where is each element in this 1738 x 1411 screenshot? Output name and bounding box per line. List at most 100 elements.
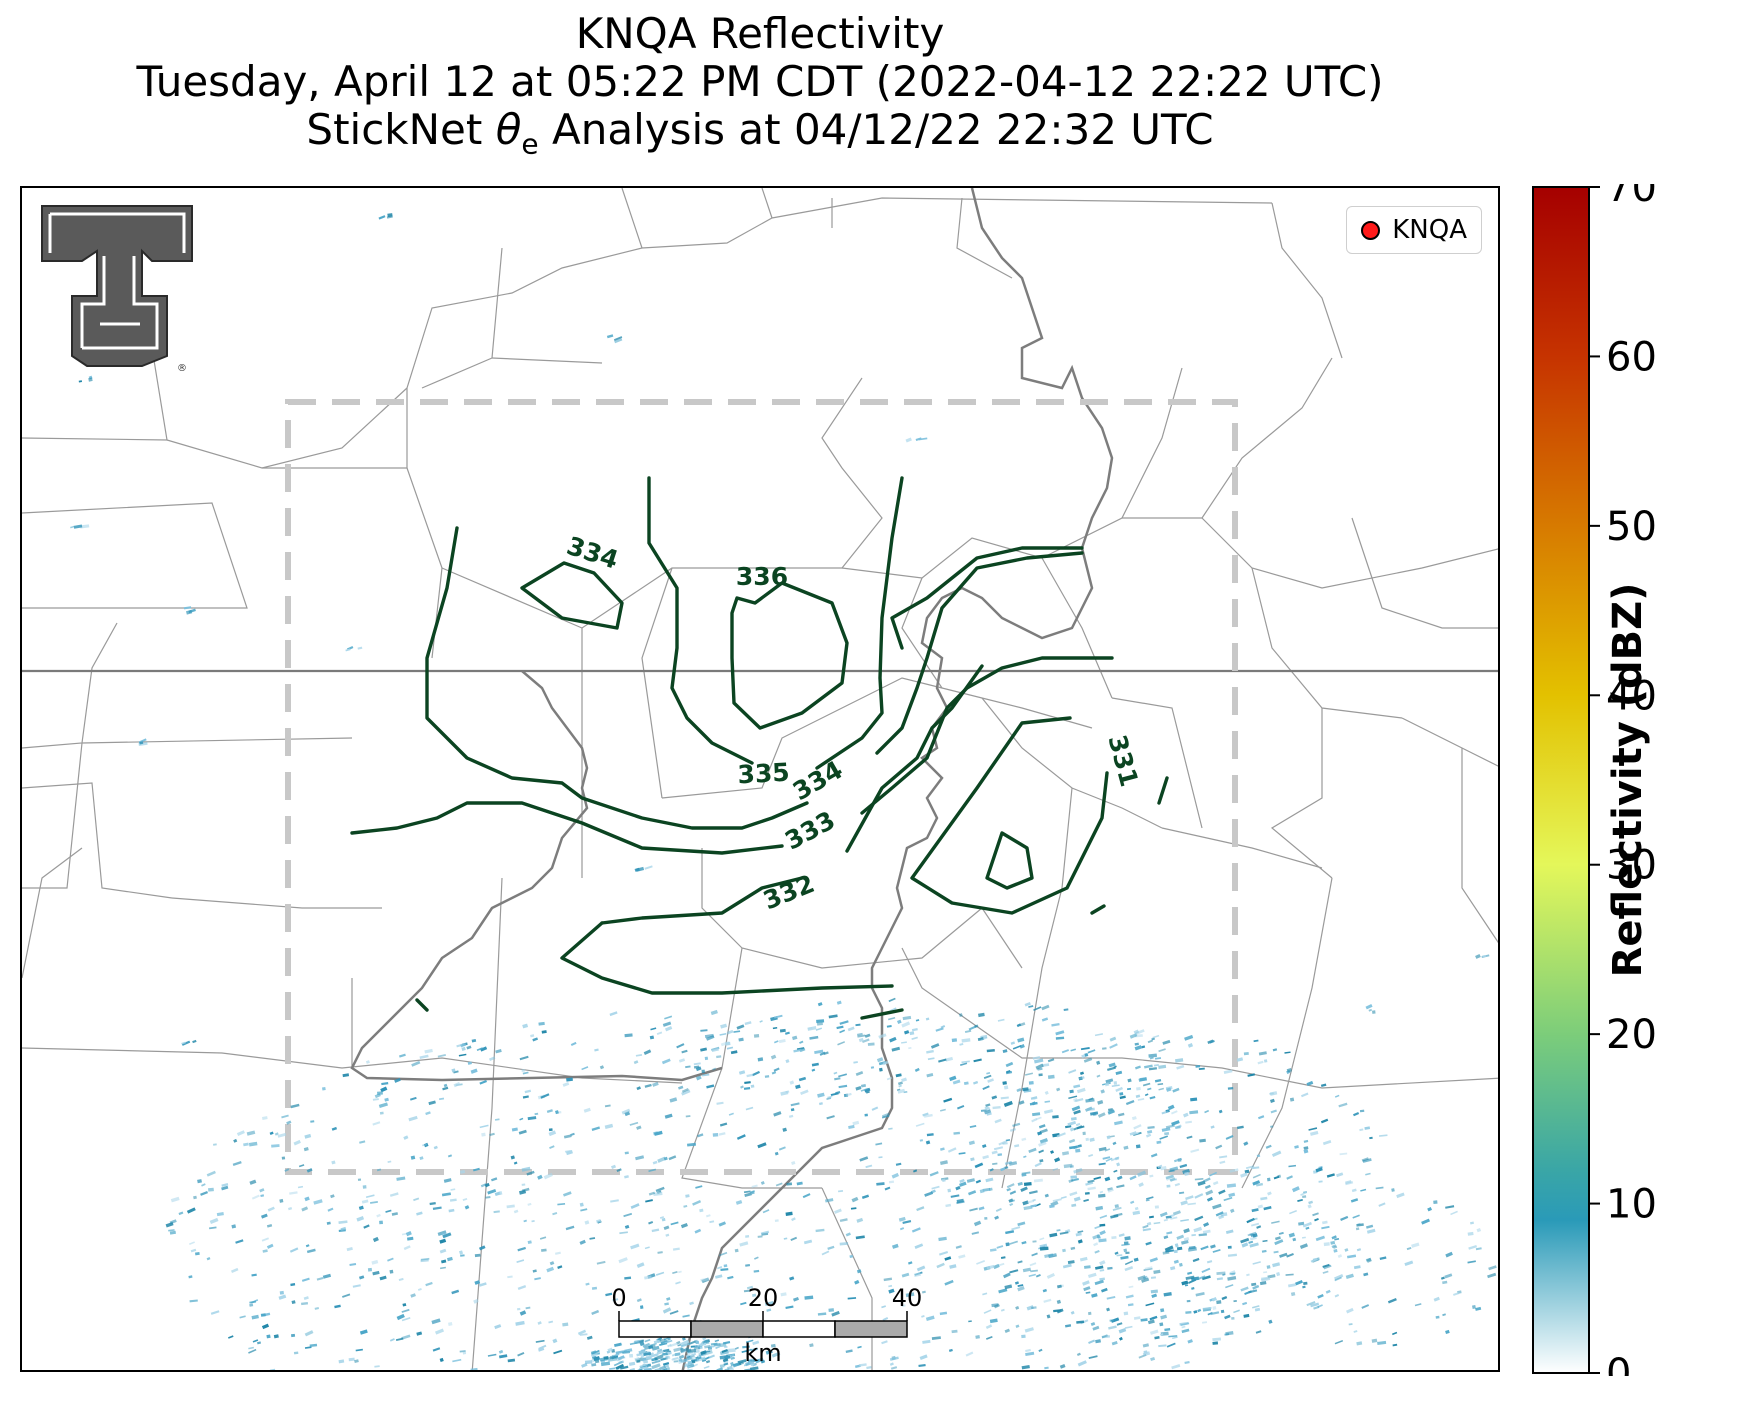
radar-echo-pixel bbox=[1187, 1202, 1196, 1206]
radar-echo-pixel bbox=[796, 1181, 803, 1186]
radar-echo-pixel bbox=[432, 1347, 441, 1352]
radar-echo-pixel bbox=[1025, 1351, 1035, 1356]
radar-echo-pixel bbox=[1243, 1051, 1249, 1056]
radar-echo-pixel bbox=[1243, 1141, 1249, 1146]
radar-echo-pixel bbox=[751, 1070, 760, 1077]
radar-echo-pixel bbox=[802, 1193, 811, 1199]
radar-echo-pixel bbox=[1303, 1146, 1309, 1150]
radar-echo-pixel bbox=[425, 1281, 433, 1287]
radar-echo-pixel bbox=[686, 1142, 697, 1147]
radar-echo-pixel bbox=[384, 1097, 389, 1102]
radar-echo-pixel bbox=[1258, 1051, 1267, 1056]
radar-echo-pixel bbox=[982, 1292, 988, 1296]
radar-echo-pixel bbox=[1005, 1230, 1015, 1235]
radar-echo-pixel bbox=[955, 1185, 961, 1191]
radar-echo-pixel bbox=[1322, 1263, 1330, 1268]
radar-echo-pixel bbox=[1114, 1204, 1119, 1209]
radar-echo-pixel bbox=[947, 1147, 957, 1153]
radar-echo-pixel bbox=[474, 1280, 481, 1285]
radar-echo-pixel bbox=[1153, 1269, 1161, 1274]
radar-echo-pixel bbox=[800, 1089, 809, 1096]
radar-echo-pixel bbox=[1021, 1240, 1027, 1245]
radar-echo-pixel bbox=[651, 1363, 661, 1370]
radar-echo-pixel bbox=[991, 1150, 998, 1155]
radar-echo-pixel bbox=[401, 1317, 411, 1322]
radar-echo-pixel bbox=[680, 1339, 690, 1347]
radar-echo-pixel bbox=[1147, 1319, 1155, 1325]
radar-echo-pixel bbox=[615, 1363, 625, 1370]
radar-echo-pixel bbox=[1069, 1191, 1078, 1197]
radar-echo-pixel bbox=[760, 1180, 765, 1185]
radar-echo-pixel bbox=[901, 1272, 910, 1278]
radar-echo-pixel bbox=[909, 1031, 915, 1036]
radar-echo-pixel bbox=[1181, 1325, 1186, 1329]
radar-echo-pixel bbox=[1306, 1301, 1316, 1307]
radar-echo-pixel bbox=[746, 1285, 754, 1290]
radar-echo-pixel bbox=[1150, 1289, 1158, 1294]
radar-echo-pixel bbox=[1033, 1006, 1042, 1011]
radar-echo-pixel bbox=[708, 1354, 715, 1359]
radar-echo-pixel bbox=[1302, 1195, 1307, 1198]
radar-echo-pixel bbox=[739, 1241, 749, 1247]
radar-echo-pixel bbox=[1110, 1317, 1120, 1323]
radar-echo-pixel bbox=[416, 1211, 423, 1216]
radar-echo-pixel bbox=[983, 1309, 992, 1314]
radar-echo-pixel bbox=[1015, 1306, 1020, 1310]
radar-echo-pixel bbox=[789, 1276, 795, 1281]
radar-echo-pixel bbox=[1197, 1275, 1206, 1280]
radar-echo-pixel bbox=[648, 1220, 654, 1225]
radar-echo-pixel bbox=[1333, 1248, 1338, 1253]
radar-echo-pixel bbox=[974, 1162, 984, 1169]
radar-echo-pixel bbox=[538, 1021, 545, 1026]
radar-echo-pixel bbox=[760, 1359, 766, 1364]
radar-echo-pixel bbox=[655, 1271, 665, 1276]
radar-echo-pixel bbox=[1197, 1180, 1206, 1187]
radar-echo-pixel bbox=[1082, 1131, 1086, 1136]
radar-echo-pixel bbox=[661, 1217, 666, 1222]
radar-echo-pixel bbox=[169, 1230, 176, 1235]
radar-echo-pixel bbox=[809, 1343, 814, 1348]
radar-echo-pixel bbox=[1253, 1039, 1259, 1043]
radar-echo-pixel bbox=[623, 1212, 633, 1218]
radar-echo-pixel bbox=[1344, 1248, 1349, 1252]
radar-echo-pixel bbox=[304, 1330, 314, 1337]
radar-echo-pixel bbox=[1030, 1269, 1038, 1273]
radar-echo-pixel bbox=[527, 1116, 537, 1121]
radar-echo-pixel bbox=[1263, 1271, 1268, 1274]
radar-echo-pixel bbox=[1427, 1207, 1433, 1212]
radar-echo-pixel bbox=[730, 1353, 735, 1358]
colorbar: 0 10 20 30 40 50 60 70 bbox=[1530, 184, 1730, 1376]
radar-echo-pixel bbox=[644, 1338, 651, 1343]
radar-echo-pixel bbox=[354, 1359, 359, 1364]
radar-echo-pixel bbox=[665, 1026, 673, 1032]
radar-echo-pixel bbox=[648, 1345, 654, 1350]
radar-echo-pixel bbox=[1028, 1005, 1034, 1008]
radar-echo-pixel bbox=[1361, 1157, 1369, 1162]
radar-echo-pixel bbox=[1246, 1273, 1250, 1277]
radar-echo-pixel bbox=[817, 1022, 823, 1026]
radar-echo-pixel bbox=[661, 1369, 666, 1370]
radar-echo-pixel bbox=[1042, 1288, 1047, 1293]
radar-echo-pixel bbox=[248, 1346, 254, 1350]
radar-echo-pixel bbox=[659, 1365, 666, 1370]
radar-echo-pixel bbox=[891, 1046, 901, 1052]
radar-echo-pixel bbox=[1107, 1266, 1113, 1270]
radar-echo-pixel bbox=[1052, 1167, 1059, 1171]
radar-echo-pixel bbox=[1053, 1309, 1062, 1313]
radar-echo-pixel bbox=[1052, 1198, 1062, 1202]
radar-echo-pixel bbox=[743, 1289, 751, 1293]
radar-echo-pixel bbox=[973, 1220, 982, 1227]
radar-echo-pixel bbox=[1062, 1248, 1066, 1253]
radar-echo-pixel bbox=[261, 1237, 270, 1242]
radar-echo-pixel bbox=[930, 1043, 940, 1049]
radar-echo-pixel bbox=[664, 1113, 673, 1119]
radar-echo-pixel bbox=[549, 1261, 555, 1266]
radar-echo-pixel bbox=[1083, 1265, 1091, 1269]
radar-echo-pixel bbox=[233, 1138, 238, 1143]
radar-echo-pixel bbox=[1033, 1178, 1043, 1183]
map-canvas: 334 336 335 334 333 332 331 0 20 40 km ® bbox=[22, 188, 1498, 1370]
radar-echo-pixel bbox=[1487, 1272, 1497, 1279]
radar-echo-pixel bbox=[1019, 1022, 1026, 1027]
radar-echo-pixel bbox=[495, 1049, 502, 1054]
radar-echo-pixel bbox=[541, 1030, 547, 1034]
